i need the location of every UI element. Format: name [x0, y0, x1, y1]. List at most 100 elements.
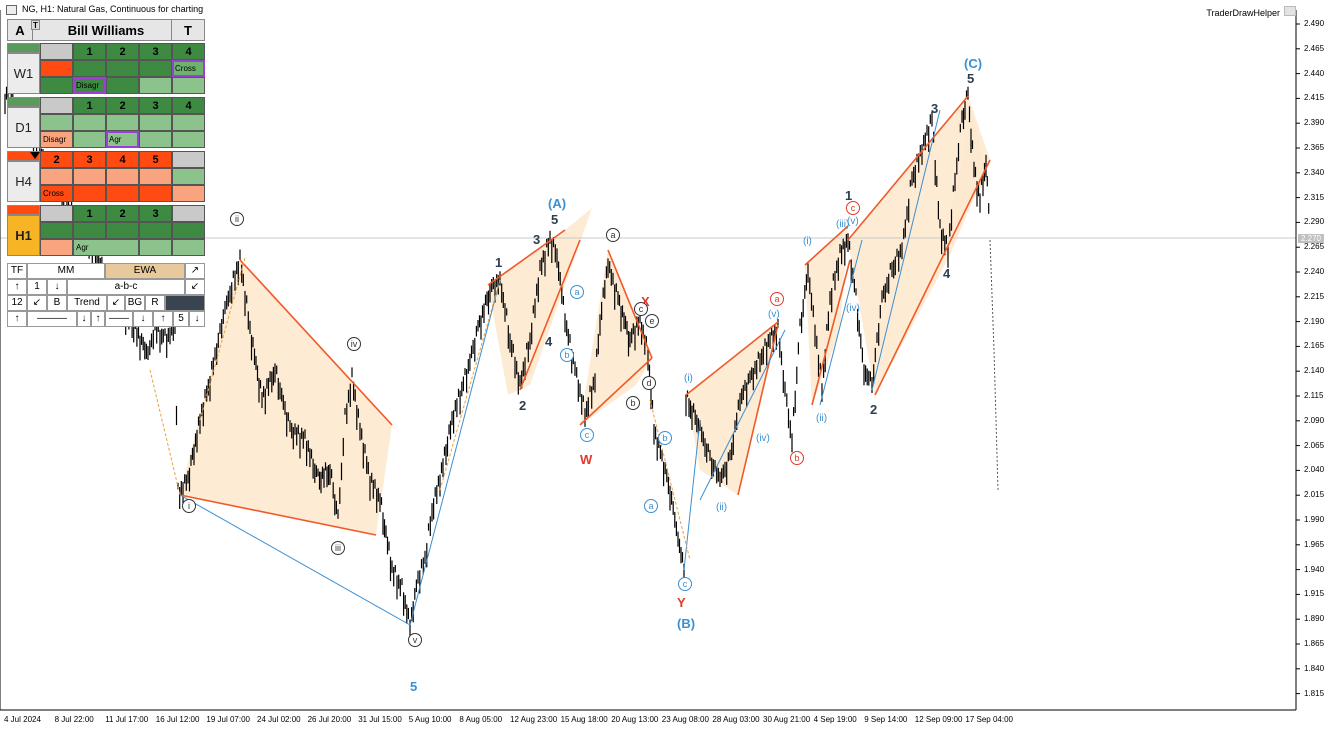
ewa-button[interactable]: EWA	[105, 263, 185, 279]
time-tick-label: 20 Aug 13:00	[611, 715, 659, 724]
w1-blank	[40, 43, 73, 60]
diag-arrow-icon[interactable]: ↙	[27, 295, 47, 311]
h4-r2-c4	[172, 185, 205, 202]
twelve-button[interactable]: 12	[7, 295, 27, 311]
h1-r2-c4	[172, 239, 205, 256]
price-tick-label: 2.265	[1304, 242, 1325, 252]
tf-label-h4[interactable]: H4	[7, 161, 40, 202]
tf-label-w1[interactable]: W1	[7, 53, 40, 94]
trend-line	[699, 329, 786, 501]
w1-r1-c0	[40, 60, 73, 77]
trend-line	[179, 494, 377, 536]
wedge-shape	[488, 208, 592, 395]
down-arrow-icon-3[interactable]: ↓	[133, 311, 153, 327]
trend-line	[874, 159, 991, 396]
chart-menu-icon[interactable]	[6, 5, 17, 15]
d1-r2-c1	[73, 131, 106, 148]
down-arrow-icon[interactable]: ↓	[47, 279, 67, 295]
up-arrow-icon-2[interactable]: ↑	[7, 311, 27, 327]
letter-label-b4: b	[790, 451, 804, 465]
time-tick-label: 12 Sep 09:00	[914, 715, 963, 724]
wave-label-1-C: 1	[845, 188, 853, 203]
roman-label-i: i	[182, 499, 196, 513]
h1-blank-left	[40, 205, 73, 222]
line-style-solid-icon[interactable]: ———	[27, 311, 77, 327]
b-button[interactable]: B	[47, 295, 67, 311]
panel-header-sub[interactable]: T	[31, 20, 40, 30]
h1-r2-c0	[40, 239, 73, 256]
price-tick-label: 2.065	[1304, 440, 1325, 450]
h4-down-arrow-icon	[30, 152, 40, 159]
h1-agr-tag: Agr	[73, 239, 139, 256]
d1-r2-c4	[172, 131, 205, 148]
roman-label-ii: ii	[230, 212, 244, 226]
letter-label-a1: a	[570, 285, 584, 299]
price-tick-label: 2.040	[1304, 465, 1325, 475]
h4-num-5: 5	[139, 151, 172, 168]
w1-num-2: 2	[106, 43, 139, 60]
trend-arrow-icon[interactable]: ↙	[107, 295, 125, 311]
roman-label-v: v	[408, 633, 422, 647]
time-tick-label: 28 Aug 03:00	[712, 715, 760, 724]
up-arrow-icon-3[interactable]: ↑	[91, 311, 105, 327]
time-tick-label: 4 Sep 19:00	[813, 715, 857, 724]
wedge-shapes	[180, 96, 990, 535]
tf-label-h1[interactable]: H1	[7, 215, 40, 256]
w1-r1-c3	[139, 60, 172, 77]
up-arrow-icon-4[interactable]: ↑	[153, 311, 173, 327]
letter-label-c2: c	[634, 302, 648, 316]
dark-swatch[interactable]	[165, 295, 205, 311]
mm-button[interactable]: MM	[27, 263, 105, 279]
h4-r1-c1	[73, 168, 106, 185]
tf-block-w1: W1 1 2 3 4 Cross Disagr	[7, 43, 205, 95]
price-axis-ticks	[1296, 23, 1300, 695]
h4-r1-c2	[106, 168, 139, 185]
five-button[interactable]: 5	[173, 311, 189, 327]
panel-header-a[interactable]: A	[8, 20, 33, 41]
d1-r1-c3	[139, 114, 172, 131]
aux-line	[439, 279, 501, 491]
down-arrow-icon-4[interactable]: ↓	[189, 311, 205, 327]
h1-r1-c1	[73, 222, 106, 239]
trend-lines	[149, 95, 991, 626]
price-tick-label: 2.190	[1304, 316, 1325, 326]
window-title: NG, H1: Natural Gas, Continuous for char…	[22, 4, 204, 14]
time-tick-label: 11 Jul 17:00	[105, 715, 149, 724]
sub-label-iii-c: (iii)	[836, 219, 850, 230]
trend-line	[487, 229, 566, 286]
wave-label-1-A: 1	[495, 255, 503, 270]
letter-label-c3: c	[678, 577, 692, 591]
tf-block-d1: D1 1 2 3 4 Disagr Agr	[7, 97, 205, 149]
plugin-icon[interactable]	[1284, 6, 1296, 16]
tf-label-d1[interactable]: D1	[7, 107, 40, 148]
r-button[interactable]: R	[145, 295, 165, 311]
letter-label-a3: a	[644, 499, 658, 513]
panel-header-t[interactable]: T	[171, 20, 204, 41]
price-tick-label: 1.940	[1304, 564, 1325, 574]
h4-blank	[172, 151, 205, 168]
level-one-button[interactable]: 1	[27, 279, 47, 295]
tf-button[interactable]: TF	[7, 263, 27, 279]
expand-arrow-icon[interactable]: ↗	[185, 263, 205, 279]
bg-button[interactable]: BG	[125, 295, 145, 311]
line-style-icon[interactable]: ——	[105, 311, 133, 327]
time-tick-label: 26 Jul 20:00	[307, 715, 352, 724]
collapse-arrow-icon[interactable]: ↙	[185, 279, 205, 295]
trend-line	[737, 324, 779, 496]
price-tick-label: 2.140	[1304, 366, 1325, 376]
down-arrow-icon-2[interactable]: ↓	[77, 311, 91, 327]
up-arrow-icon[interactable]: ↑	[7, 279, 27, 295]
time-tick-label: 17 Sep 04:00	[965, 715, 1013, 724]
h4-num-2: 2	[40, 151, 73, 168]
d1-num-1: 1	[73, 97, 106, 114]
sub-label-v-c: (v)	[847, 216, 859, 227]
time-tick-label: 19 Jul 07:00	[206, 715, 250, 724]
w1-r2-c3	[139, 77, 172, 94]
trend-line	[519, 239, 581, 391]
h4-cross-tag: Cross	[40, 185, 73, 202]
price-tick-label: 2.440	[1304, 68, 1325, 78]
time-tick-label: 24 Jul 02:00	[257, 715, 301, 724]
pattern-select[interactable]: a-b-c	[67, 279, 185, 295]
trend-button[interactable]: Trend	[67, 295, 107, 311]
